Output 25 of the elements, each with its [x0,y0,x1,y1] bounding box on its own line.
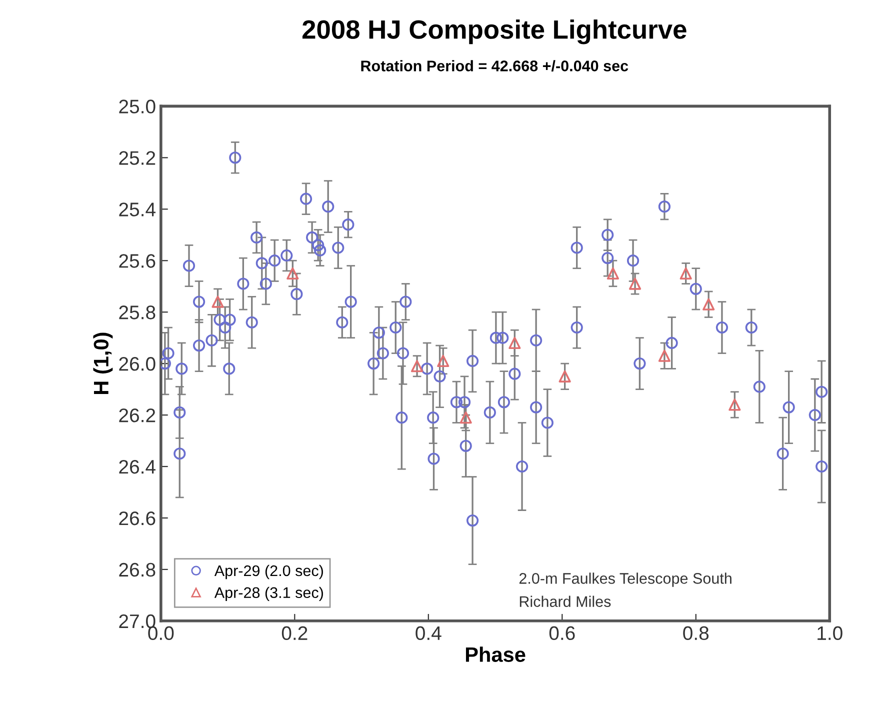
chart-title: 2008 HJ Composite Lightcurve [302,20,686,44]
y-tick-label: 26.2 [119,408,156,422]
y-tick-label: 26.6 [119,511,156,526]
x-tick-label: 0.6 [549,626,575,640]
legend-label: Apr-28 (3.1 sec) [214,586,323,602]
annotation: Richard Miles [520,596,611,607]
x-tick-label: 0.2 [282,626,308,640]
y-axis-title: H (1,0) [93,332,113,394]
annotation: 2.0-m Faulkes Telescope South [519,572,732,587]
x-tick-label: 0.4 [416,626,442,640]
y-tick-label: 25.2 [119,151,156,165]
y-tick-label: 25.4 [119,202,156,216]
x-axis-title: Phase [466,646,526,662]
y-tick-label: 26.4 [119,460,156,474]
chart-subtitle: Rotation Period = 42.668 +/-0.040 sec [361,60,628,72]
y-tick-label: 25.6 [119,254,156,268]
y-tick-label: 26.0 [119,357,156,371]
x-tick-label: 0.8 [683,626,709,640]
y-tick-label: 26.8 [119,562,156,577]
y-tick-label: 25.8 [119,306,156,320]
x-tick-label: 0.0 [148,626,174,640]
y-tick-label: 27.0 [119,614,156,628]
x-tick-label: 1.0 [818,626,842,640]
legend-label: Apr-29 (2.0 sec) [214,564,323,580]
y-tick-label: 25.0 [119,100,156,114]
